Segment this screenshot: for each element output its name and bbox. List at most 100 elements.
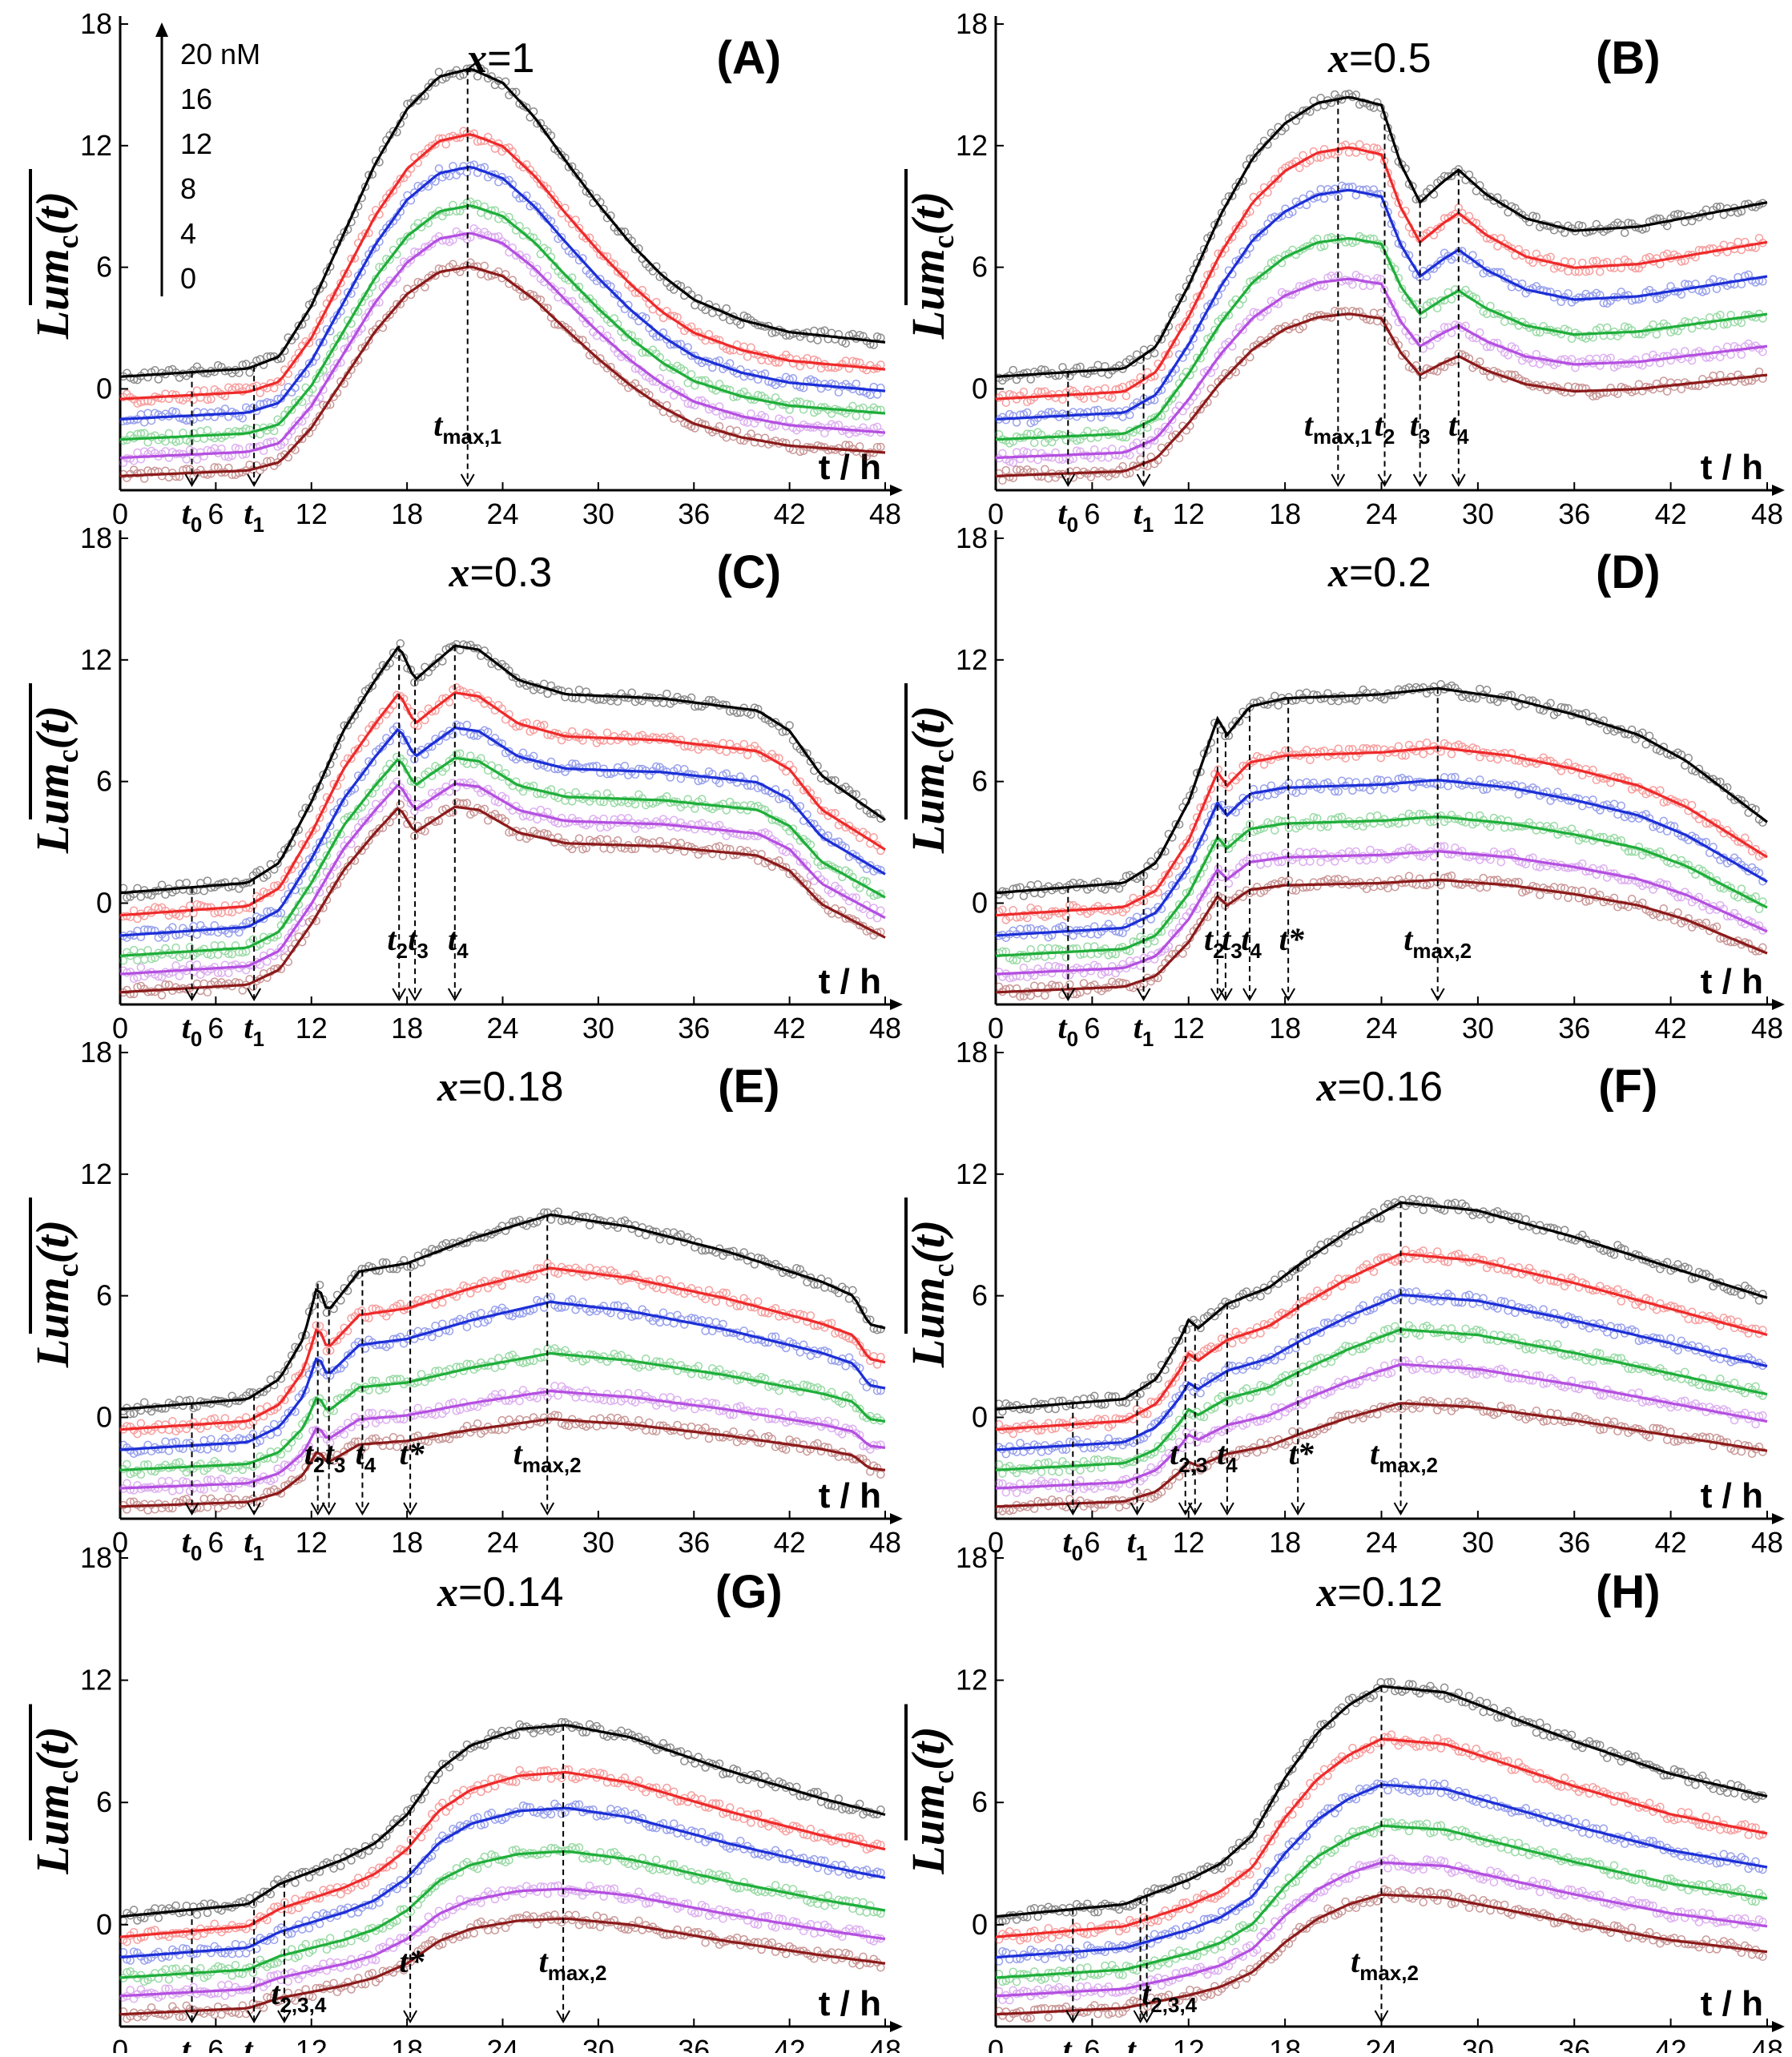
data-point (1579, 888, 1586, 895)
data-point (225, 969, 232, 976)
data-point (1738, 351, 1745, 358)
data-point (569, 798, 576, 805)
data-point (397, 640, 404, 647)
x-tick-label: 6 (1084, 497, 1100, 530)
data-point (435, 165, 442, 172)
data-point (1370, 309, 1377, 316)
time-annotation: t3 (1410, 407, 1431, 449)
data-point (193, 961, 200, 968)
data-point (1045, 963, 1052, 970)
data-point (1586, 830, 1593, 837)
legend-entry: 16 (180, 83, 212, 115)
data-point (495, 179, 502, 186)
data-point (723, 748, 730, 755)
data-point (1091, 943, 1098, 950)
data-point (204, 877, 211, 884)
y-tick-label: 18 (80, 7, 112, 40)
data-point (1317, 95, 1324, 102)
y-tick-label: 18 (956, 7, 988, 40)
y-tick-label: 0 (972, 886, 988, 919)
data-point (193, 387, 200, 394)
x-tick-label: 24 (486, 497, 518, 530)
y-tick-label: 6 (972, 251, 988, 284)
y-tick-label: 0 (96, 886, 112, 919)
time-annotation: t0 (1057, 495, 1078, 537)
time-annotation: tmax,1 (1304, 407, 1372, 449)
data-point (1569, 259, 1576, 266)
data-point (1041, 465, 1049, 473)
x-tick-label: 48 (1751, 497, 1783, 530)
data-point (1080, 980, 1087, 987)
data-point (852, 413, 860, 420)
y-tick-label: 12 (80, 129, 112, 162)
data-point (1038, 944, 1045, 952)
data-point (1381, 786, 1388, 793)
x-tick-label: 6 (207, 1012, 223, 1045)
x-tick-label: 0 (112, 1012, 128, 1045)
data-point (632, 825, 639, 832)
legend-arrowhead (155, 22, 168, 37)
data-point (544, 690, 551, 698)
data-point (200, 888, 207, 895)
data-point (663, 690, 670, 698)
data-point (1299, 151, 1307, 159)
data-point (814, 336, 821, 344)
x-tick-label: 24 (486, 1012, 518, 1045)
data-point (131, 947, 138, 954)
panel-label: (B) (1596, 32, 1661, 84)
data-point (1564, 268, 1572, 275)
data-point (1367, 153, 1374, 160)
x-tick-label: 48 (1751, 1012, 1783, 1045)
data-point (1713, 285, 1721, 292)
data-point (1101, 385, 1109, 392)
data-point (1532, 250, 1540, 257)
data-point (1303, 849, 1311, 856)
x-tick-label: 24 (1365, 1012, 1397, 1045)
data-point (579, 695, 586, 702)
data-point (1501, 824, 1508, 831)
data-point (467, 752, 474, 759)
data-point (607, 846, 614, 853)
data-point (1409, 783, 1416, 791)
data-point (874, 391, 881, 398)
data-point (1059, 396, 1066, 403)
data-point (1597, 268, 1604, 276)
data-point (1377, 309, 1384, 316)
data-point (144, 409, 151, 417)
data-point (197, 971, 204, 978)
data-point (1264, 791, 1271, 799)
data-point (1031, 439, 1038, 446)
data-point (176, 972, 183, 980)
data-point (397, 801, 404, 808)
data-point (1349, 787, 1356, 794)
data-point (463, 722, 470, 729)
legend-entry: 4 (180, 217, 196, 250)
legend-entry: 12 (180, 127, 212, 160)
x-tick-label: 0 (112, 497, 128, 530)
time-annotation: t1 (244, 495, 264, 537)
data-point (1724, 343, 1731, 350)
data-point (183, 456, 190, 463)
data-point (1105, 454, 1112, 461)
x-tick-label: 30 (1462, 1012, 1494, 1045)
data-point (852, 380, 860, 388)
data-point (197, 428, 204, 435)
data-point (141, 419, 148, 426)
data-point (1002, 467, 1009, 474)
data-point (744, 353, 751, 360)
data-point (677, 775, 684, 783)
data-point (172, 944, 179, 952)
series-4-points (120, 225, 884, 467)
data-point (1321, 195, 1328, 202)
x-tick-label: 48 (869, 497, 901, 530)
data-point (204, 988, 211, 996)
data-point (1271, 827, 1279, 834)
series-20-line (996, 98, 1767, 377)
data-point (1069, 932, 1077, 939)
x-axis-arrow (1772, 999, 1785, 1010)
data-point (786, 417, 793, 424)
